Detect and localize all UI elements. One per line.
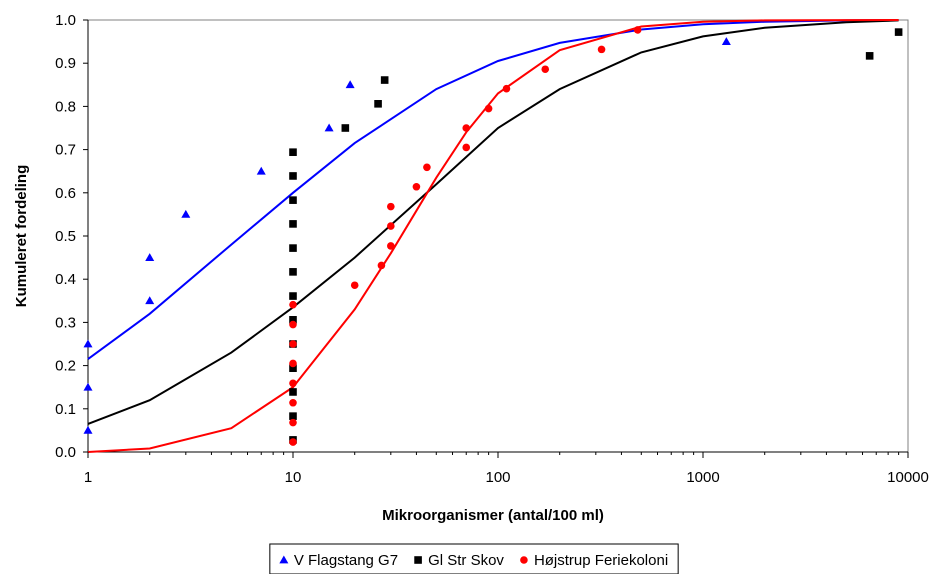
- x-axis-ticks: 1 10 100 1000 10000: [84, 452, 929, 486]
- data-point: [633, 26, 642, 34]
- data-point: [289, 359, 297, 368]
- data-point: [289, 172, 297, 180]
- data-point: [145, 296, 155, 305]
- x-tick-label: 100: [485, 469, 510, 486]
- data-point: [289, 316, 297, 324]
- data-point: [289, 268, 297, 276]
- data-point: [289, 292, 297, 300]
- data-point: [380, 76, 389, 84]
- data-point: [83, 339, 93, 348]
- fit-lines: [87, 19, 899, 453]
- data-point: [345, 80, 355, 89]
- plot-border: [87, 19, 909, 453]
- x-tick-label: 1: [84, 469, 92, 486]
- y-tick-label: 1.0: [55, 12, 76, 29]
- data-point: [289, 388, 297, 396]
- data-point: [289, 244, 297, 252]
- data-point: [289, 379, 297, 388]
- data-point: [374, 100, 382, 108]
- data-point: [289, 438, 297, 446]
- data-point: [289, 364, 297, 372]
- data-point: [462, 143, 471, 152]
- data-point: [377, 261, 386, 270]
- fit-line: [87, 19, 899, 453]
- data-point: [865, 52, 874, 60]
- fit-line: [87, 19, 899, 360]
- x-axis-title: Mikroorganismer (antal/100 ml): [382, 507, 604, 524]
- y-tick-label: 0.5: [55, 228, 76, 245]
- fit-line: [87, 19, 899, 425]
- data-point: [597, 45, 606, 54]
- legend-marker: [279, 555, 289, 564]
- y-tick-label: 0.0: [55, 444, 76, 461]
- data-point: [484, 104, 493, 113]
- y-tick-label: 0.1: [55, 401, 76, 418]
- legend-marker: [520, 556, 528, 564]
- x-tick-label: 10000: [887, 469, 929, 486]
- y-axis-ticks: 0.0 0.1 0.2 0.3 0.4 0.5 0.6 0.7 0.8 0.9 1.0: [55, 12, 88, 461]
- data-point: [502, 84, 511, 93]
- data-point: [289, 412, 297, 420]
- legend: V Flagstang G7 Gl Str Skov Højstrup Feriek…: [269, 543, 679, 574]
- data-point: [289, 398, 297, 407]
- data-point: [721, 37, 731, 45]
- data-point: [423, 163, 431, 172]
- data-point: [387, 222, 395, 230]
- data-point: [289, 220, 297, 228]
- data-point: [387, 242, 395, 250]
- y-tick-label: 0.7: [55, 142, 76, 159]
- y-tick-label: 0.8: [55, 98, 76, 115]
- x-tick-label: 10: [285, 469, 302, 486]
- data-point: [289, 148, 297, 156]
- y-tick-label: 0.3: [55, 314, 76, 331]
- data-point: [324, 123, 334, 132]
- data-point: [289, 196, 297, 204]
- legend-box: [269, 543, 679, 574]
- x-tick-label: 1000: [686, 469, 719, 486]
- y-tick-label: 0.9: [55, 55, 76, 72]
- data-point: [894, 28, 903, 36]
- legend-label: Gl Str Skov: [428, 552, 504, 569]
- legend-marker: [414, 556, 422, 564]
- data-point: [341, 124, 350, 132]
- data-point: [541, 65, 550, 74]
- plot-area: [87, 19, 909, 453]
- data-point: [83, 425, 93, 434]
- data-point: [289, 300, 297, 309]
- data-point: [181, 209, 191, 218]
- y-tick-label: 0.2: [55, 358, 76, 375]
- data-point: [350, 281, 359, 290]
- legend-label: Højstrup Feriekoloni: [534, 552, 668, 569]
- data-markers: [83, 26, 903, 446]
- y-tick-label: 0.6: [55, 185, 76, 202]
- data-point: [289, 340, 297, 348]
- legend-label: V Flagstang G7: [294, 552, 398, 569]
- data-point: [83, 382, 93, 391]
- data-point: [289, 418, 297, 427]
- data-point: [412, 182, 421, 191]
- data-point: [289, 320, 297, 329]
- y-tick-label: 0.4: [55, 271, 76, 288]
- data-point: [387, 202, 395, 211]
- data-point: [256, 166, 266, 175]
- data-point: [145, 253, 155, 261]
- y-axis-title: Kumuleret fordeling: [13, 165, 30, 308]
- data-point: [462, 124, 471, 132]
